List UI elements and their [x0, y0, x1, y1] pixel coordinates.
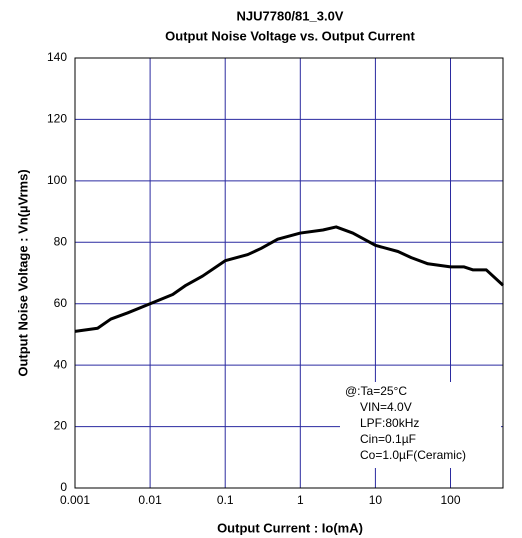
y-axis-label: Output Noise Voltage : Vn(µVrms) — [15, 169, 30, 376]
y-tick-label: 120 — [47, 112, 67, 126]
annotation-box — [340, 382, 501, 468]
y-tick-label: 100 — [47, 173, 67, 187]
y-tick-label: 80 — [54, 234, 68, 248]
y-tick-label: 140 — [47, 50, 67, 64]
y-tick-label: 40 — [54, 357, 68, 371]
data-line — [74, 225, 505, 333]
y-tick-label: 60 — [54, 296, 68, 310]
chart-title: NJU7780/81_3.0V — [237, 8, 344, 23]
annotation: Co=1.0µF(Ceramic) — [360, 448, 466, 462]
y-tick-label: 20 — [54, 419, 68, 433]
x-tick-label: 0.001 — [60, 493, 90, 507]
x-tick-label: 10 — [369, 493, 383, 507]
y-tick-label: 0 — [60, 480, 67, 494]
x-tick-label: 0.1 — [217, 493, 234, 507]
plot-frame — [74, 57, 504, 489]
x-axis-label: Output Current : Io(mA) — [217, 520, 363, 535]
annotation: VIN=4.0V — [360, 400, 412, 414]
annotation: Cin=0.1µF — [360, 432, 416, 446]
x-tick-label: 0.01 — [138, 493, 162, 507]
x-tick-label: 100 — [440, 493, 460, 507]
chart-subtitle: Output Noise Voltage vs. Output Current — [165, 28, 415, 43]
annotation: @:Ta=25°C — [345, 384, 407, 398]
x-tick-label: 1 — [297, 493, 304, 507]
annotation: LPF:80kHz — [360, 416, 419, 430]
